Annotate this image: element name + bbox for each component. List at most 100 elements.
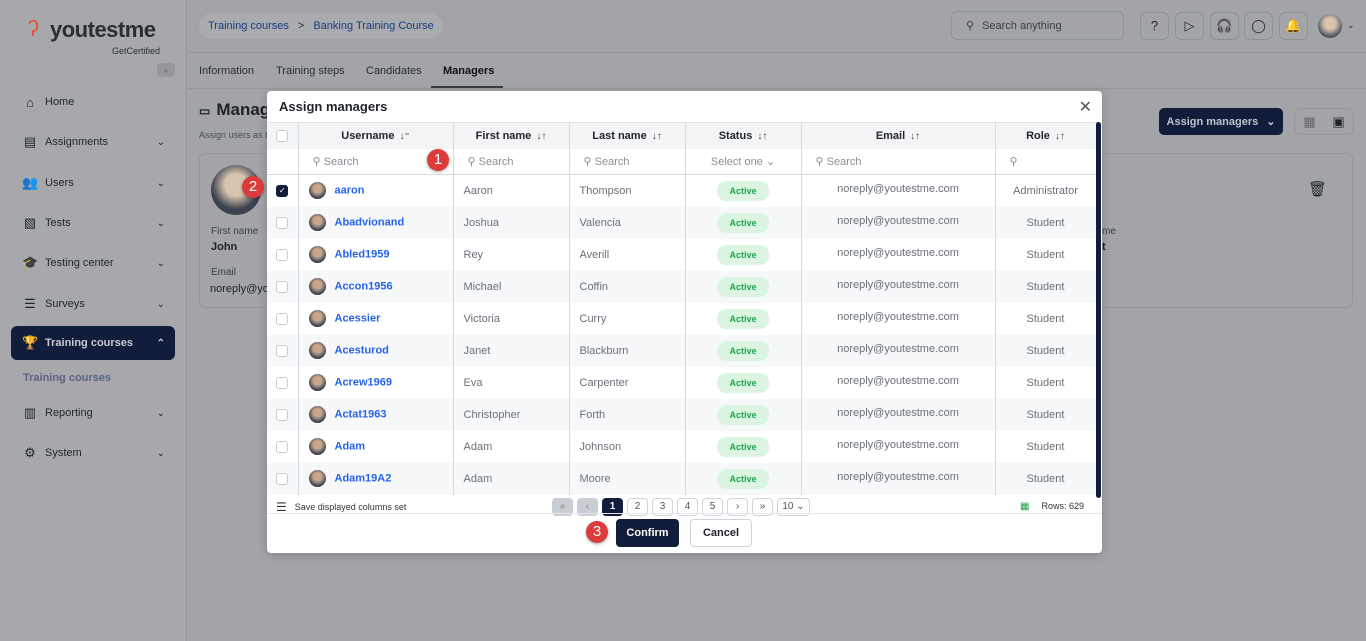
sort-icon[interactable]: ↓↑ (910, 130, 921, 142)
page-3-button[interactable]: 3 (652, 498, 673, 516)
page-size-select[interactable]: 10 ⌄ (777, 498, 810, 516)
username-link[interactable]: Acesturod (334, 344, 389, 357)
sort-icon[interactable]: ↓↑ (757, 130, 768, 142)
table-row[interactable]: Adam19A2 Adam Moore Active noreply@youte… (267, 462, 1097, 495)
table-row[interactable]: Actat1963 Christopher Forth Active norep… (267, 398, 1097, 431)
table-row[interactable]: Accon1956 Michael Coffin Active noreply@… (267, 270, 1097, 303)
sidebar-item-system[interactable]: ⚙ System ⌄ (11, 436, 175, 470)
username-link[interactable]: Abadvionand (334, 216, 405, 229)
play-icon[interactable]: ▷ (1175, 12, 1204, 40)
username-link[interactable]: Actat1963 (334, 408, 387, 421)
first-page-button[interactable]: « (552, 498, 573, 516)
sort-icon[interactable]: ↓↑ (651, 130, 662, 142)
logo[interactable]: ʔ youtestme GetCertified (26, 16, 166, 60)
confirm-button[interactable]: Confirm (616, 519, 679, 547)
row-checkbox[interactable] (276, 472, 289, 485)
table-scrollbar[interactable] (1096, 122, 1101, 498)
status-cell: Active (685, 238, 802, 271)
table-row[interactable]: Adam Adam Johnson Active noreply@youtest… (267, 430, 1097, 463)
last-name-cell: Thompson (569, 174, 686, 207)
sidebar-item-assignments[interactable]: ▤ Assignments ⌄ (11, 125, 175, 159)
page-2-button[interactable]: 2 (627, 498, 648, 516)
row-checkbox[interactable]: ✓ (276, 184, 289, 197)
sidebar-item-reporting[interactable]: ▥ Reporting ⌄ (11, 396, 175, 430)
sidebar-item-testing-center[interactable]: 🎓 Testing center ⌄ (11, 246, 175, 280)
sidebar-item-surveys[interactable]: ☰ Surveys ⌄ (11, 287, 175, 321)
global-search-input[interactable]: ⚲ Search anything (951, 11, 1124, 40)
last-page-button[interactable]: » (752, 498, 773, 516)
sort-desc-icon[interactable]: ↓⁼ (399, 130, 410, 142)
username-link[interactable]: Adam19A2 (334, 472, 392, 485)
row-checkbox[interactable] (276, 376, 289, 389)
row-checkbox[interactable] (276, 216, 289, 229)
save-columns-button[interactable]: ☰ Save displayed columns set (276, 500, 406, 514)
row-checkbox[interactable] (276, 312, 289, 325)
next-page-button[interactable]: › (727, 498, 748, 516)
table-row[interactable]: ✓ aaron Aaron Thompson Active noreply@yo… (267, 174, 1097, 207)
column-username[interactable]: Username ↓⁼ (298, 122, 454, 149)
email-filter-input[interactable]: ⚲ Search (801, 148, 996, 175)
prev-page-button[interactable]: ‹ (577, 498, 598, 516)
chat-icon[interactable]: ◯ (1244, 12, 1273, 40)
table-view-icon[interactable]: ▦ (1303, 113, 1316, 129)
username-link[interactable]: Abled1959 (334, 248, 390, 261)
breadcrumb-training-courses[interactable]: Training courses (208, 20, 289, 32)
trash-icon[interactable]: 🗑 (1308, 181, 1328, 198)
first-name-filter-input[interactable]: ⚲ Search (453, 148, 570, 175)
close-icon[interactable]: ✕ (1078, 99, 1092, 116)
username-link[interactable]: Acrew1969 (334, 376, 393, 389)
column-first-name[interactable]: First name ↓↑ (453, 122, 570, 149)
page-4-button[interactable]: 4 (677, 498, 698, 516)
page-1-button[interactable]: 1 (602, 498, 623, 516)
tab-managers[interactable]: Managers (443, 65, 495, 77)
sidebar-item-users[interactable]: 👥 Users ⌄ (11, 166, 175, 200)
select-all-checkbox[interactable] (276, 129, 289, 142)
username-link[interactable]: aaron (334, 184, 365, 197)
table-row[interactable]: Acrew1969 Eva Carpenter Active noreply@y… (267, 366, 1097, 399)
cancel-button[interactable]: Cancel (690, 519, 752, 547)
sidebar-item-tests[interactable]: ▧ Tests ⌄ (11, 206, 175, 240)
column-last-name[interactable]: Last name ↓↑ (569, 122, 686, 149)
help-icon[interactable]: ? (1140, 12, 1169, 40)
breadcrumb-banking-training-course[interactable]: Banking Training Course (313, 20, 434, 32)
table-row[interactable]: Acessier Victoria Curry Active noreply@y… (267, 302, 1097, 335)
excel-export-icon[interactable]: ▦ (1020, 501, 1030, 512)
column-role[interactable]: Role ↓↑ (995, 122, 1097, 149)
user-avatar (308, 214, 326, 231)
sidebar-subitem-training-courses[interactable]: Training courses (23, 372, 112, 384)
table-row[interactable]: Acesturod Janet Blackburn Active noreply… (267, 334, 1097, 367)
sort-icon[interactable]: ↓↑ (536, 130, 547, 142)
column-email[interactable]: Email ↓↑ (801, 122, 996, 149)
row-checkbox[interactable] (276, 440, 289, 453)
last-name-filter-input[interactable]: ⚲ Search (569, 148, 686, 175)
collapse-sidebar-button[interactable]: « (157, 63, 175, 77)
column-label: Role (1026, 129, 1050, 142)
tab-information[interactable]: Information (199, 65, 255, 77)
row-checkbox[interactable] (276, 248, 289, 261)
view-toggle[interactable]: ▦ ▣ (1294, 108, 1354, 135)
username-link[interactable]: Acessier (334, 312, 381, 325)
chevron-down-icon[interactable]: ⌄ (1347, 20, 1355, 30)
row-checkbox[interactable] (276, 344, 289, 357)
user-avatar[interactable] (1318, 14, 1342, 38)
username-link[interactable]: Adam (334, 440, 366, 453)
tab-training-steps[interactable]: Training steps (276, 65, 345, 77)
column-status[interactable]: Status ↓↑ (685, 122, 802, 149)
status-filter-select[interactable]: Select one ⌄ (685, 148, 802, 175)
sort-icon[interactable]: ↓↑ (1054, 130, 1065, 142)
table-row[interactable]: Abadvionand Joshua Valencia Active norep… (267, 206, 1097, 239)
page-5-button[interactable]: 5 (702, 498, 723, 516)
username-link[interactable]: Accon1956 (334, 280, 393, 293)
row-checkbox[interactable] (276, 408, 289, 421)
sidebar-item-training-courses[interactable]: 🏆 Training courses ⌃ (11, 326, 175, 360)
username-cell: Adam (298, 430, 454, 463)
assign-managers-button[interactable]: Assign managers ⌄ (1159, 108, 1283, 135)
tab-candidates[interactable]: Candidates (366, 65, 422, 77)
sidebar-item-home[interactable]: ⌂ Home (11, 85, 175, 119)
row-checkbox[interactable] (276, 280, 289, 293)
headphones-icon[interactable]: 🎧 (1210, 12, 1239, 40)
bell-icon[interactable]: 🔔 (1279, 12, 1308, 40)
role-filter-input[interactable]: ⚲ (995, 148, 1097, 175)
table-row[interactable]: Abled1959 Rey Averill Active noreply@you… (267, 238, 1097, 271)
grid-view-icon[interactable]: ▣ (1332, 113, 1345, 129)
